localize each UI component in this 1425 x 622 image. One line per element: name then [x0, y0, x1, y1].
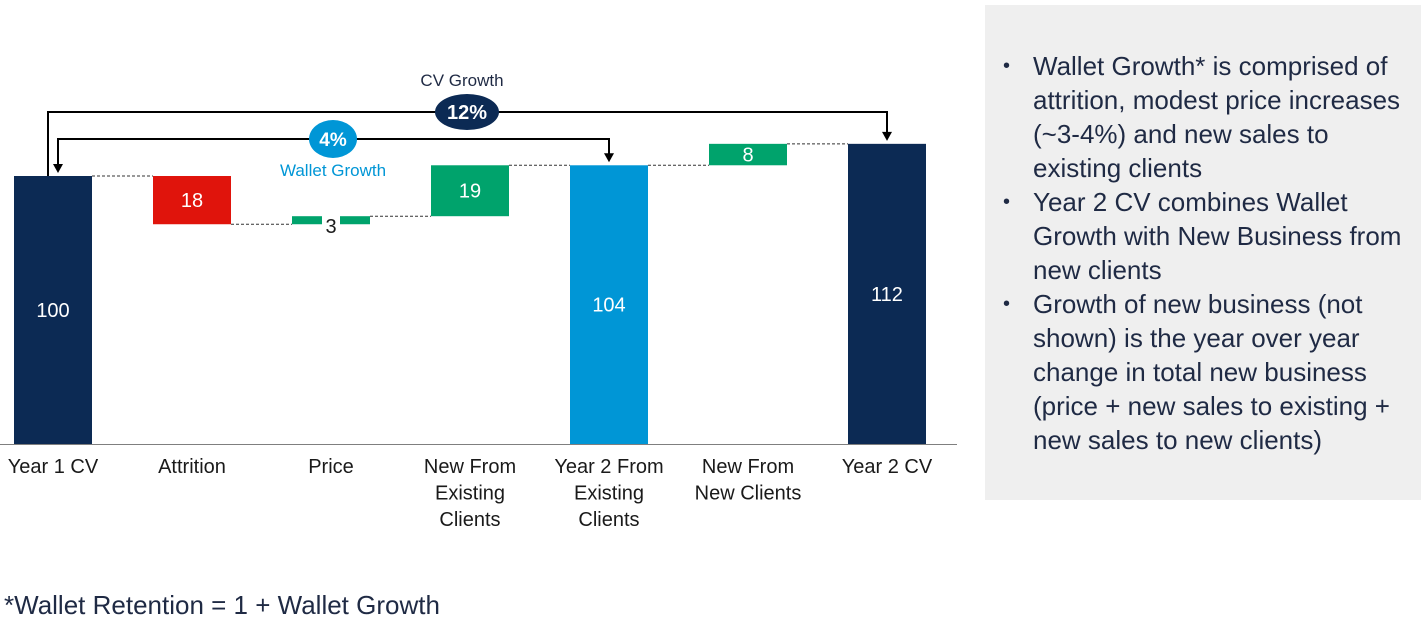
wallet-growth-pill	[309, 120, 357, 158]
commentary-list: • Wallet Growth* is comprised of attritio…	[995, 49, 1415, 457]
bar-value-label: 3	[325, 216, 336, 238]
bar-6	[709, 143, 787, 166]
category-label: New From	[424, 456, 516, 478]
bars-group	[14, 143, 926, 444]
commentary-panel: • Wallet Growth* is comprised of attritio…	[985, 5, 1421, 500]
bar-7	[848, 143, 926, 444]
category-label: Existing	[435, 483, 505, 505]
bracket-arrowhead	[53, 164, 63, 173]
growth-brackets: CV Growth 12% 4% Wallet Growth	[47, 71, 892, 180]
category-label: New From	[702, 456, 794, 478]
wallet-growth-value: 4%	[319, 130, 347, 151]
category-label: Price	[308, 456, 354, 478]
bar-4	[431, 165, 509, 217]
bar-value-label: 8	[742, 145, 753, 167]
category-label: Year 1 CV	[8, 456, 99, 478]
bullet-dot: •	[1003, 55, 1011, 77]
bracket-arrowhead	[882, 131, 892, 141]
bullet-dot: •	[1003, 293, 1011, 315]
bar-value-label: 100	[36, 300, 69, 322]
category-label: New Clients	[695, 483, 802, 505]
wallet-growth-label: Wallet Growth	[280, 161, 386, 180]
category-label: Attrition	[158, 456, 226, 478]
category-label: Year 2 CV	[842, 456, 933, 478]
bar-value-label: 112	[871, 284, 903, 306]
category-label: Year 2 From	[554, 456, 663, 478]
footnote: *Wallet Retention = 1 + Wallet Growth	[4, 590, 440, 620]
bracket-arrowhead	[604, 153, 614, 163]
waterfall-chart: 100 18 3 19 104 8 112 Year 1 CV Attrition Price N…	[0, 71, 957, 531]
category-labels-group: Year 1 CV Attrition Price New From Existing C…	[8, 456, 933, 531]
category-label: Clients	[578, 509, 639, 531]
bullet-text: Growth of new business (not shown) is th…	[1033, 289, 1390, 455]
bullet-dot: •	[1003, 191, 1011, 213]
connector-lines	[92, 143, 848, 225]
commentary-bullet-3: • Growth of new business (not shown) is t…	[995, 287, 1415, 457]
bullet-text: Year 2 CV combines Wallet Growth with Ne…	[1033, 187, 1402, 285]
category-label: Existing	[574, 483, 644, 505]
cv-growth-label: CV Growth	[420, 71, 503, 90]
bar-label-backdrop	[322, 215, 340, 240]
bar-1	[14, 176, 92, 444]
commentary-bullet-2: • Year 2 CV combines Wallet Growth with N…	[995, 185, 1415, 287]
cv-growth-pill	[435, 94, 499, 130]
bar-value-label: 19	[459, 181, 481, 203]
bar-5	[570, 165, 648, 444]
category-label: Clients	[439, 509, 500, 531]
bar-2	[153, 176, 231, 225]
bullet-text: Wallet Growth* is comprised of attrition…	[1033, 51, 1401, 183]
bar-value-label: 104	[592, 295, 625, 317]
commentary-bullet-1: • Wallet Growth* is comprised of attritio…	[995, 49, 1415, 185]
cv-growth-value: 12%	[447, 102, 487, 124]
bar-labels-group: 100 18 3 19 104 8 112	[36, 145, 903, 322]
bar-value-label: 18	[181, 190, 203, 212]
